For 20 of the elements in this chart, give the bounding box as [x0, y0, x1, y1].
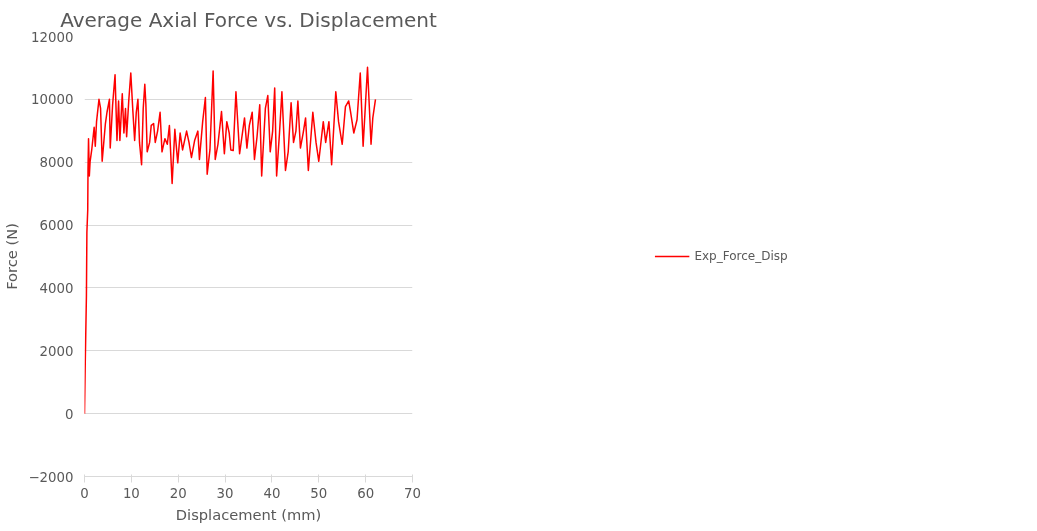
x-tick-label: 10 — [122, 485, 140, 501]
y-axis-title: Force (N) — [3, 223, 21, 290]
x-tick-label: 60 — [357, 485, 375, 501]
y-tick-label: 12000 — [31, 29, 74, 45]
chart-title: Average Axial Force vs. Displacement — [60, 7, 437, 32]
y-tick-label: 10000 — [31, 92, 74, 108]
y-tick-label: 2000 — [39, 343, 74, 359]
y-tick-label: 4000 — [39, 280, 74, 296]
x-tick-label: 70 — [404, 485, 421, 501]
x-tick-label: 30 — [216, 485, 234, 501]
y-tick-label: 0 — [65, 406, 74, 422]
x-tick-label: 50 — [310, 485, 328, 501]
x-tick-label: 40 — [263, 485, 281, 501]
legend-label: Exp_Force_Disp — [694, 249, 788, 263]
x-axis-title: Displacement (mm) — [175, 505, 322, 523]
y-tick-label: −2000 — [28, 469, 74, 485]
x-tick-label: 20 — [169, 485, 187, 501]
y-tick-label: 6000 — [39, 218, 74, 234]
y-tick-label: 8000 — [39, 155, 74, 171]
x-tick-label: 0 — [80, 485, 89, 501]
